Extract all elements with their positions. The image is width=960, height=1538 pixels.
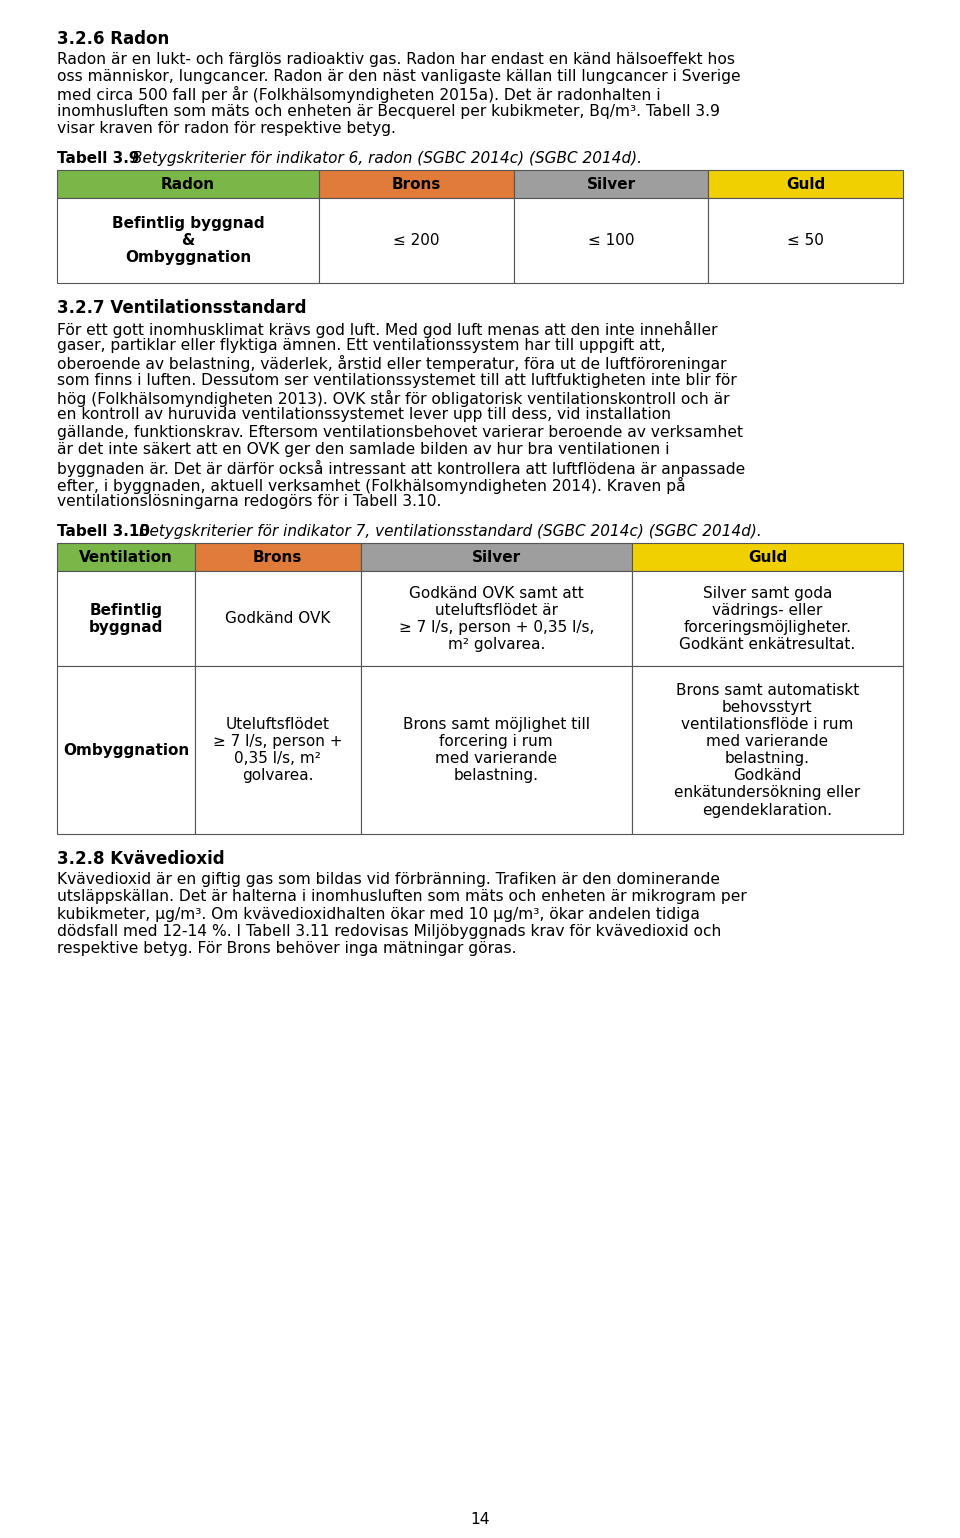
Text: dödsfall med 12-14 %. I Tabell 3.11 redovisas Miljöbyggnads krav för kvävedioxid: dödsfall med 12-14 %. I Tabell 3.11 redo…	[57, 924, 721, 940]
Text: Befintlig byggnad: Befintlig byggnad	[111, 215, 264, 231]
Text: enkätundersökning eller: enkätundersökning eller	[674, 786, 860, 800]
Text: kubikmeter, µg/m³. Om kvävedioxidhalten ökar med 10 µg/m³, ökar andelen tidiga: kubikmeter, µg/m³. Om kvävedioxidhalten …	[57, 907, 700, 921]
Bar	[514, 171, 708, 198]
Text: är det inte säkert att en OVK ger den samlade bilden av hur bra ventilationen i: är det inte säkert att en OVK ger den sa…	[57, 443, 669, 457]
Text: byggnaden är. Det är därför också intressant att kontrollera att luftflödena är : byggnaden är. Det är därför också intres…	[57, 460, 745, 477]
Text: Ombyggnation: Ombyggnation	[125, 251, 252, 265]
Text: Betygskriterier för indikator 7, ventilationsstandard (SGBC 2014c) (SGBC 2014d).: Betygskriterier för indikator 7, ventila…	[139, 524, 761, 540]
Text: Silver: Silver	[587, 177, 636, 192]
Text: 0,35 l/s, m²: 0,35 l/s, m²	[234, 752, 322, 766]
Text: ≤ 200: ≤ 200	[394, 234, 440, 248]
Text: Brons samt automatiskt: Brons samt automatiskt	[676, 683, 859, 698]
Text: ventilationslösningarna redogörs för i Tabell 3.10.: ventilationslösningarna redogörs för i T…	[57, 494, 442, 509]
Text: Godkänd OVK: Godkänd OVK	[225, 612, 330, 626]
Text: Silver: Silver	[471, 551, 521, 564]
Text: ≥ 7 l/s, person +: ≥ 7 l/s, person +	[213, 734, 343, 749]
Text: Ventilation: Ventilation	[79, 551, 173, 564]
Bar	[514, 198, 708, 283]
Text: uteluftsflödet är: uteluftsflödet är	[435, 603, 558, 618]
Bar	[361, 666, 632, 834]
Text: golvarea.: golvarea.	[242, 769, 314, 783]
Bar	[57, 198, 320, 283]
Bar	[708, 171, 903, 198]
Bar	[57, 571, 195, 666]
Text: som finns i luften. Dessutom ser ventilationssystemet till att luftfuktigheten i: som finns i luften. Dessutom ser ventila…	[57, 372, 736, 388]
Text: gaser, partiklar eller flyktiga ämnen. Ett ventilationssystem har till uppgift a: gaser, partiklar eller flyktiga ämnen. E…	[57, 338, 665, 354]
Text: &: &	[181, 234, 195, 248]
Text: Silver samt goda: Silver samt goda	[703, 586, 832, 601]
Bar	[361, 571, 632, 666]
Text: med varierande: med varierande	[707, 734, 828, 749]
Bar	[195, 543, 361, 571]
Text: Kvävedioxid är en giftig gas som bildas vid förbränning. Trafiken är den dominer: Kvävedioxid är en giftig gas som bildas …	[57, 872, 720, 887]
Text: ≤ 50: ≤ 50	[787, 234, 824, 248]
Text: Radon: Radon	[161, 177, 215, 192]
Text: byggnad: byggnad	[88, 620, 163, 635]
Bar	[195, 666, 361, 834]
Text: 3.2.7 Ventilationsstandard: 3.2.7 Ventilationsstandard	[57, 298, 306, 317]
Bar	[320, 171, 514, 198]
Text: belastning.: belastning.	[725, 752, 810, 766]
Text: forceringsmöjligheter.: forceringsmöjligheter.	[684, 620, 852, 635]
Text: visar kraven för radon för respektive betyg.: visar kraven för radon för respektive be…	[57, 122, 396, 135]
Text: Brons: Brons	[392, 177, 442, 192]
Bar	[195, 571, 361, 666]
Text: efter, i byggnaden, aktuell verksamhet (Folkhälsomyndigheten 2014). Kraven på: efter, i byggnaden, aktuell verksamhet (…	[57, 477, 685, 494]
Text: med varierande: med varierande	[435, 752, 558, 766]
Text: Radon är en lukt- och färglös radioaktiv gas. Radon har endast en känd hälsoeffe: Radon är en lukt- och färglös radioaktiv…	[57, 52, 735, 66]
Text: med circa 500 fall per år (Folkhälsomyndigheten 2015a). Det är radonhalten i: med circa 500 fall per år (Folkhälsomynd…	[57, 86, 660, 103]
Bar	[320, 198, 514, 283]
Text: behovsstyrt: behovsstyrt	[722, 700, 813, 715]
Text: belastning.: belastning.	[454, 769, 539, 783]
Text: Ombyggnation: Ombyggnation	[62, 743, 189, 758]
Text: Uteluftsflödet: Uteluftsflödet	[226, 717, 330, 732]
Text: Tabell 3.9: Tabell 3.9	[57, 151, 145, 166]
Text: Godkänd OVK samt att: Godkänd OVK samt att	[409, 586, 584, 601]
Text: ≥ 7 l/s, person + 0,35 l/s,: ≥ 7 l/s, person + 0,35 l/s,	[398, 620, 594, 635]
Bar	[708, 198, 903, 283]
Text: oss människor, lungcancer. Radon är den näst vanligaste källan till lungcancer i: oss människor, lungcancer. Radon är den …	[57, 69, 740, 85]
Text: Guld: Guld	[748, 551, 787, 564]
Text: gällande, funktionskrav. Eftersom ventilationsbehovet varierar beroende av verks: gällande, funktionskrav. Eftersom ventil…	[57, 424, 743, 440]
Text: utsläppskällan. Det är halterna i inomhusluften som mäts och enheten är mikrogra: utsläppskällan. Det är halterna i inomhu…	[57, 889, 747, 904]
Text: egendeklaration.: egendeklaration.	[703, 803, 832, 818]
Bar	[57, 543, 195, 571]
Bar	[57, 666, 195, 834]
Text: Godkänd: Godkänd	[733, 769, 802, 783]
Text: Brons samt möjlighet till: Brons samt möjlighet till	[403, 717, 589, 732]
Text: Godkänt enkätresultat.: Godkänt enkätresultat.	[680, 637, 855, 652]
Text: forcering i rum: forcering i rum	[440, 734, 553, 749]
Bar	[632, 543, 903, 571]
Text: respektive betyg. För Brons behöver inga mätningar göras.: respektive betyg. För Brons behöver inga…	[57, 941, 516, 957]
Text: vädrings- eller: vädrings- eller	[712, 603, 823, 618]
Bar	[57, 171, 320, 198]
Text: Betygskriterier för indikator 6, radon (SGBC 2014c) (SGBC 2014d).: Betygskriterier för indikator 6, radon (…	[132, 151, 642, 166]
Text: hög (Folkhälsomyndigheten 2013). OVK står för obligatorisk ventilationskontroll : hög (Folkhälsomyndigheten 2013). OVK stå…	[57, 391, 730, 408]
Text: ventilationsflöde i rum: ventilationsflöde i rum	[682, 717, 853, 732]
Text: 3.2.8 Kvävedioxid: 3.2.8 Kvävedioxid	[57, 851, 225, 869]
Text: 14: 14	[470, 1512, 490, 1527]
Text: 3.2.6 Radon: 3.2.6 Radon	[57, 31, 169, 48]
Text: Tabell 3.10: Tabell 3.10	[57, 524, 156, 540]
Text: För ett gott inomhusklimat krävs god luft. Med god luft menas att den inte inneh: För ett gott inomhusklimat krävs god luf…	[57, 321, 717, 338]
Text: m² golvarea.: m² golvarea.	[447, 637, 545, 652]
Text: Guld: Guld	[786, 177, 826, 192]
Text: Brons: Brons	[253, 551, 302, 564]
Bar	[632, 571, 903, 666]
Text: en kontroll av huruvida ventilationssystemet lever upp till dess, vid installati: en kontroll av huruvida ventilationssyst…	[57, 408, 671, 423]
Bar	[361, 543, 632, 571]
Text: Befintlig: Befintlig	[89, 603, 162, 618]
Text: ≤ 100: ≤ 100	[588, 234, 635, 248]
Text: inomhusluften som mäts och enheten är Becquerel per kubikmeter, Bq/m³. Tabell 3.: inomhusluften som mäts och enheten är Be…	[57, 103, 720, 118]
Text: oberoende av belastning, väderlek, årstid eller temperatur, föra ut de luftföror: oberoende av belastning, väderlek, årsti…	[57, 355, 727, 372]
Bar	[632, 666, 903, 834]
